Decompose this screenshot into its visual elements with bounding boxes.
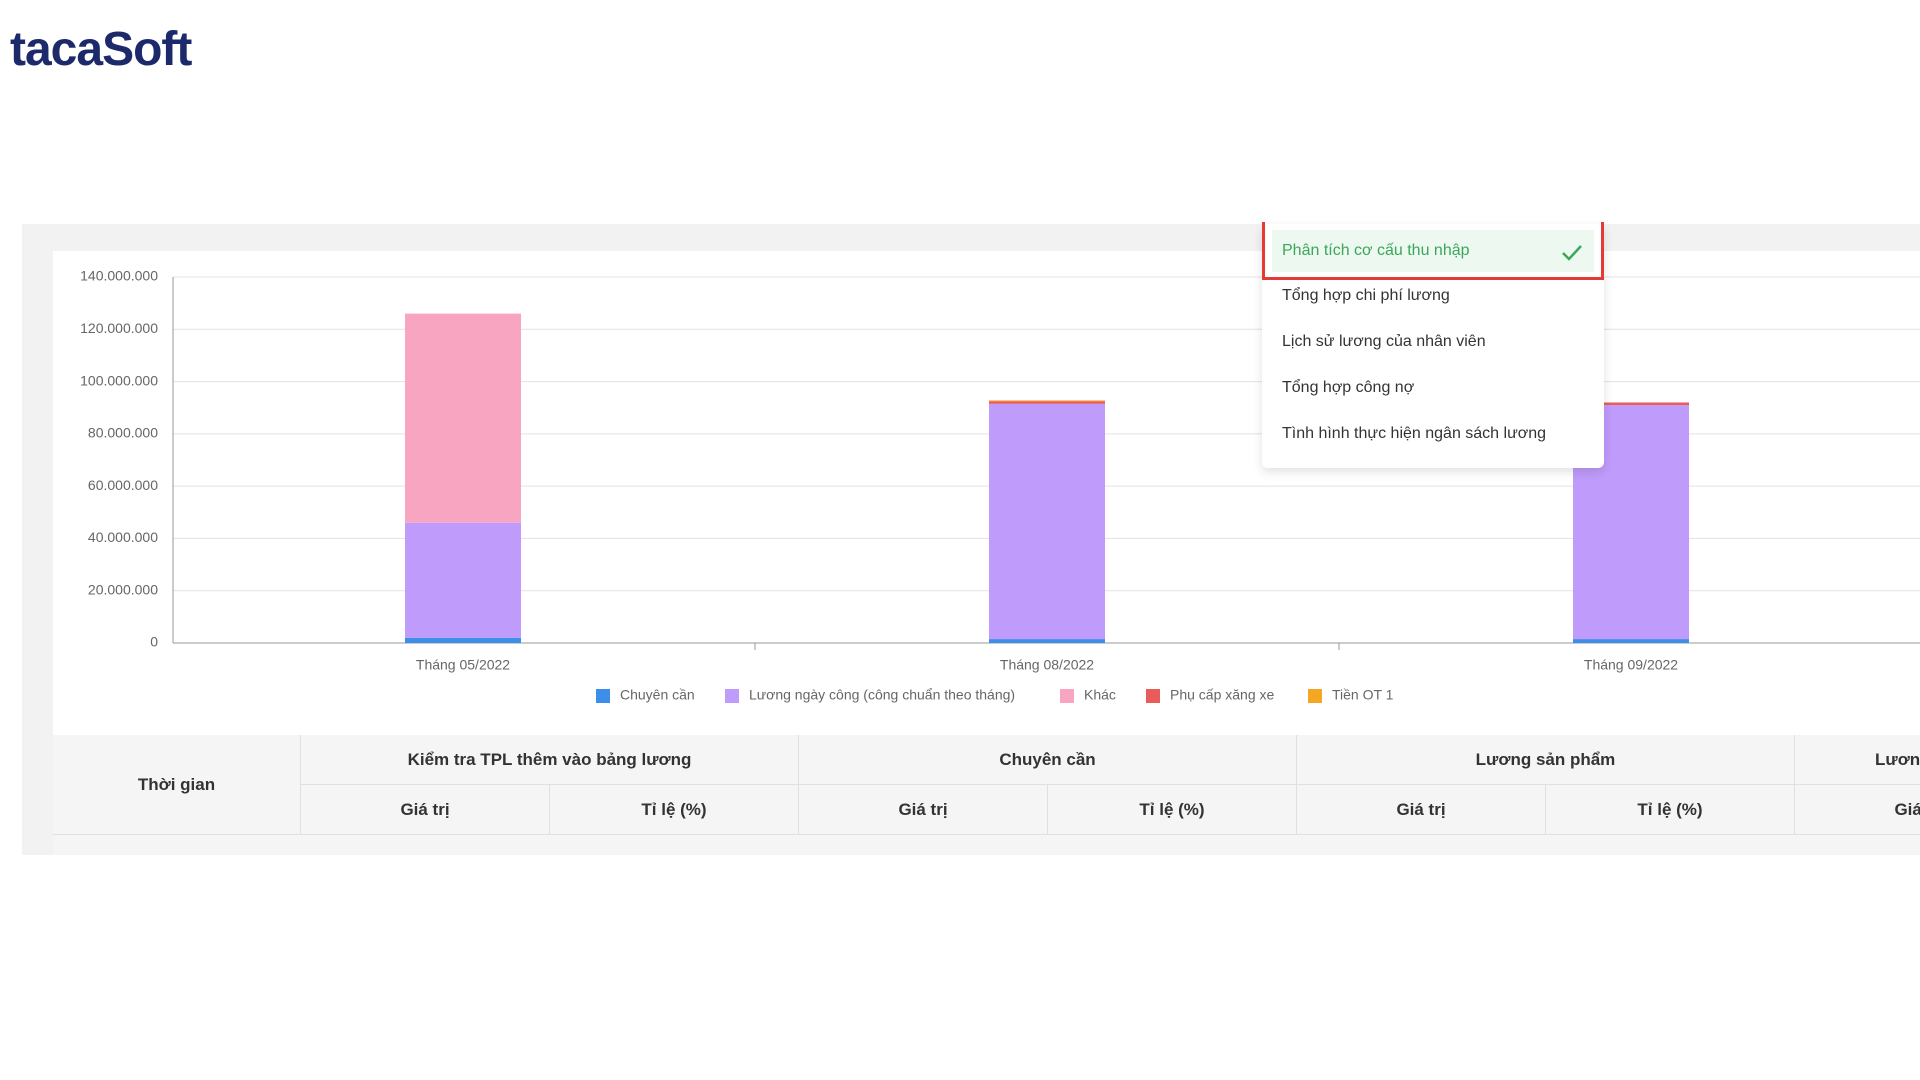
data-table: Thời gian Kiểm tra TPL thêm vào bảng lươn… xyxy=(53,735,1920,855)
legend-label: Lương ngày công (công chuẩn theo tháng) xyxy=(749,687,1015,703)
check-icon xyxy=(1562,245,1582,261)
menu-item[interactable]: Lịch sử lương của nhân viên xyxy=(1282,333,1486,350)
legend-label: Khác xyxy=(1084,687,1116,703)
y-tick-label: 80.000.000 xyxy=(88,425,158,441)
x-tick-label: Tháng 09/2022 xyxy=(1584,657,1678,673)
sub-header: Tỉ lệ (%) xyxy=(550,785,799,835)
sub-header: Giá trị xyxy=(1795,785,1920,835)
sub-header: Giá trị xyxy=(799,785,1048,835)
selected-bg xyxy=(1272,230,1594,272)
menu-item[interactable]: Tình hình thực hiện ngân sách lương xyxy=(1282,425,1547,442)
bar-segment xyxy=(405,522,521,638)
header-cell: Thời gian xyxy=(53,735,301,835)
group-header: Lương sản phẩm xyxy=(1297,735,1795,785)
x-tick-label: Tháng 05/2022 xyxy=(416,657,510,673)
y-tick-label: 20.000.000 xyxy=(88,581,158,597)
y-tick-label: 100.000.000 xyxy=(80,372,158,388)
report-menu: Phân tích cơ cấu thu nhập Tổng hợp chi ph… xyxy=(1262,222,1604,468)
logo: tacaSoft xyxy=(10,23,192,76)
menu-item[interactable]: Tổng hợp chi phí lương xyxy=(1282,287,1450,304)
bar-segment xyxy=(405,637,521,643)
legend-swatch xyxy=(1308,689,1322,703)
bar-segment xyxy=(989,403,1105,640)
bar-segment xyxy=(1573,402,1689,406)
bar-segment xyxy=(1573,639,1689,643)
group-header: Lương xyxy=(1795,735,1920,785)
bar-segment xyxy=(989,400,1105,402)
sub-header: Giá trị xyxy=(1297,785,1546,835)
group-header: Kiểm tra TPL thêm vào bảng lương xyxy=(301,735,799,785)
y-tick-label: 140.000.000 xyxy=(80,268,158,284)
legend-label: Tiền OT 1 xyxy=(1332,687,1394,703)
check xyxy=(1562,245,1582,261)
legend-swatch xyxy=(596,689,610,703)
highlight-box xyxy=(1262,222,1604,280)
y-tick-label: 40.000.000 xyxy=(88,529,158,545)
bar-segment xyxy=(989,639,1105,643)
y-tick-label: 0 xyxy=(150,634,158,650)
sub-header: Giá trị xyxy=(301,785,550,835)
legend-swatch xyxy=(725,689,739,703)
menu-item[interactable]: Tổng hợp công nợ xyxy=(1282,379,1415,396)
legend-label: Phụ cấp xăng xe xyxy=(1170,687,1275,703)
sub-header: Tỉ lệ (%) xyxy=(1546,785,1795,835)
bar-segment xyxy=(989,401,1105,404)
legend-swatch xyxy=(1060,689,1074,703)
x-tick-label: Tháng 08/2022 xyxy=(1000,657,1094,673)
menu-item[interactable]: Phân tích cơ cấu thu nhập xyxy=(1282,242,1470,259)
legend-swatch xyxy=(1146,689,1160,703)
group-header: Chuyên cần xyxy=(799,735,1297,785)
legend-label: Chuyên cần xyxy=(620,687,695,703)
chart: 0 20.000.000 40.000.000 60.000.000 80.000.00… xyxy=(80,268,1920,703)
y-tick-label: 60.000.000 xyxy=(88,477,158,493)
sub-header: Tỉ lệ (%) xyxy=(1048,785,1297,835)
bar-segment xyxy=(405,313,521,523)
y-tick-label: 120.000.000 xyxy=(80,320,158,336)
